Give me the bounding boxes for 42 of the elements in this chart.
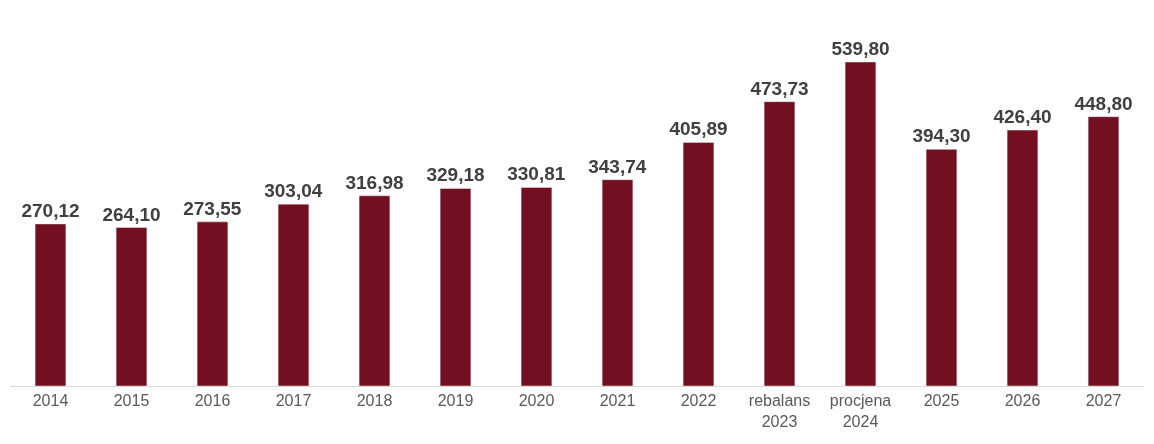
x-tick-label: procjena 2024 bbox=[829, 392, 892, 430]
data-label: 273,55 bbox=[183, 197, 242, 219]
bar bbox=[601, 179, 634, 386]
x-tick-label: 2025 bbox=[923, 392, 960, 410]
bar bbox=[1087, 116, 1120, 386]
x-tick-label: 2026 bbox=[1004, 392, 1041, 410]
bar bbox=[34, 223, 67, 386]
data-label: 303,04 bbox=[264, 180, 323, 202]
x-tick-label: 2016 bbox=[194, 392, 231, 410]
x-tick-label: 2019 bbox=[437, 392, 474, 410]
bar bbox=[277, 203, 310, 386]
x-tick-label: 2014 bbox=[32, 392, 69, 410]
bar bbox=[439, 188, 472, 386]
data-label: 343,74 bbox=[588, 155, 647, 177]
x-tick-label: 2022 bbox=[680, 392, 717, 410]
x-tick-label: 2021 bbox=[599, 392, 636, 410]
x-tick-label: 2027 bbox=[1085, 392, 1122, 410]
data-label: 448,80 bbox=[1074, 92, 1133, 114]
data-label: 330,81 bbox=[507, 163, 566, 185]
data-label: 426,40 bbox=[993, 106, 1052, 128]
bar bbox=[196, 221, 229, 386]
x-tick-label: 2020 bbox=[518, 392, 555, 410]
bar bbox=[844, 61, 877, 386]
data-label: 316,98 bbox=[345, 171, 404, 193]
x-tick-label: rebalans 2023 bbox=[748, 392, 811, 430]
x-tick-label: 2018 bbox=[356, 392, 393, 410]
data-label: 394,30 bbox=[912, 125, 971, 147]
data-label: 270,12 bbox=[21, 199, 80, 221]
bar bbox=[763, 101, 796, 386]
bar bbox=[682, 142, 715, 386]
bar bbox=[1006, 129, 1039, 386]
bar bbox=[358, 195, 391, 386]
data-label: 473,73 bbox=[750, 77, 809, 99]
bar bbox=[520, 187, 553, 386]
data-label: 539,80 bbox=[831, 38, 890, 60]
data-label: 329,18 bbox=[426, 164, 485, 186]
bar bbox=[115, 227, 148, 386]
x-tick-label: 2015 bbox=[113, 392, 150, 410]
x-tick-label: 2017 bbox=[275, 392, 312, 410]
data-label: 405,89 bbox=[669, 118, 728, 140]
bar bbox=[925, 149, 958, 386]
data-label: 264,10 bbox=[102, 203, 161, 225]
